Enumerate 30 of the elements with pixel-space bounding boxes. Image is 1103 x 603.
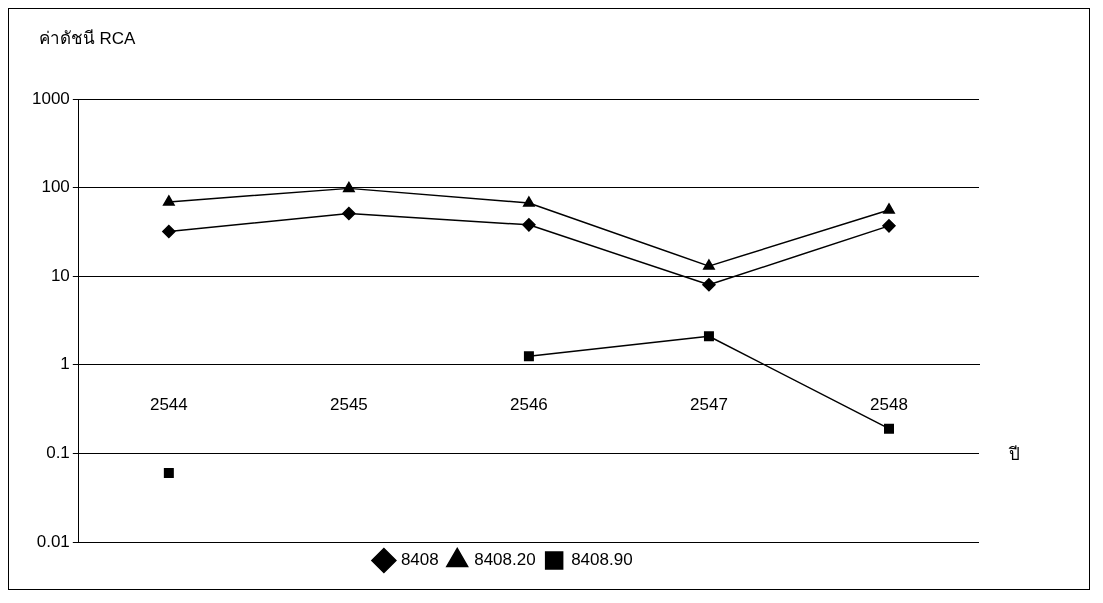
x-tick-label: 2548 [870, 394, 908, 414]
legend-label: 8408 [400, 550, 439, 570]
y-tick-label: 1000 [31, 88, 70, 108]
point [882, 219, 896, 233]
point [883, 423, 894, 434]
legend-label: 8408.20 [474, 550, 536, 570]
point [162, 224, 176, 239]
y-axis-title: ค่าดัชนี RCA [38, 28, 137, 48]
y-tick-label: 10 [50, 265, 70, 285]
point [342, 206, 356, 221]
point [523, 351, 534, 362]
x-axis-title: ปี [1008, 445, 1020, 465]
point [522, 218, 536, 232]
x-tick-label: 2545 [329, 394, 368, 414]
y-tick-label: 0.01 [36, 531, 70, 551]
point [162, 195, 175, 206]
x-tick-label: 2547 [690, 394, 728, 414]
point [522, 196, 535, 207]
x-tick-label: 2544 [149, 394, 188, 414]
point [163, 468, 174, 479]
legend-label: 8408.90 [571, 550, 633, 570]
point [883, 203, 895, 214]
y-tick-label: 0.1 [46, 443, 70, 463]
point [342, 181, 355, 193]
point [703, 331, 714, 342]
point [703, 259, 715, 270]
x-tick-label: 2546 [510, 394, 548, 414]
y-tick-label: 100 [41, 177, 70, 197]
y-tick-label: 1 [60, 354, 70, 374]
point [702, 278, 716, 292]
